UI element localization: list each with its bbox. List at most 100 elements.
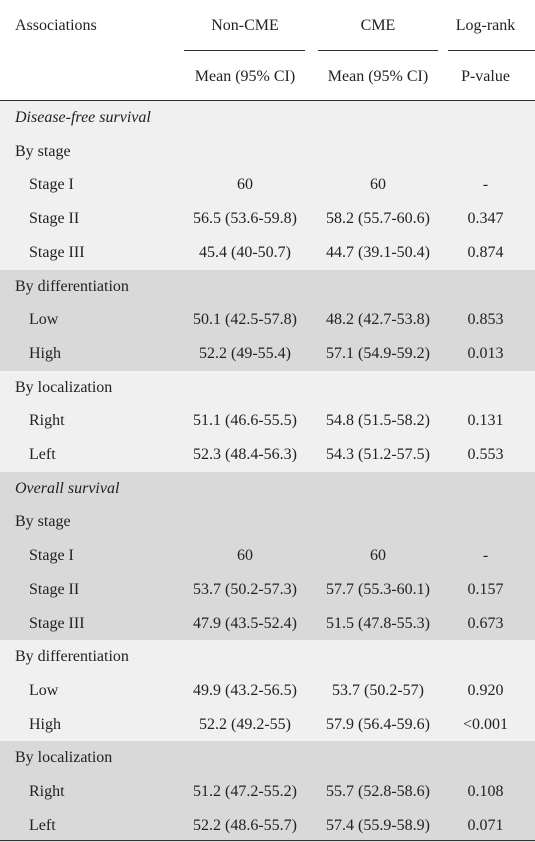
p-value: 0.013: [467, 344, 504, 362]
table-row: Stage II 53.7 (50.2-57.3) 57.7 (55.3-60.1)…: [0, 573, 535, 607]
table-row: Stage III 47.9 (43.5-52.4) 51.5 (47.8-55.3…: [0, 607, 535, 641]
cme-value: 57.1 (54.9-59.2): [326, 344, 430, 362]
cme-value: 48.2 (42.7-53.8): [326, 311, 430, 329]
header-cme-rule: [318, 50, 438, 51]
row-label: Stage I: [29, 176, 74, 194]
row-band: [0, 741, 535, 842]
p-value: 0.347: [467, 210, 504, 228]
row-label: By differentiation: [15, 277, 129, 295]
group-row-by-differentiation: By differentiation: [0, 640, 535, 674]
cme-value: 57.9 (56.4-59.6): [326, 715, 430, 733]
table-row: Stage I 60 60 -: [0, 168, 535, 202]
p-value: 0.071: [467, 816, 504, 834]
row-label: Overall survival: [15, 479, 120, 497]
p-value: 0.874: [467, 243, 504, 261]
row-label: Left: [29, 446, 56, 463]
row-label: Stage III: [29, 243, 85, 261]
table-row: High 52.2 (49.2-55) 57.9 (56.4-59.6) <0.001: [0, 708, 535, 742]
noncme-value: 52.2 (49-55.4): [199, 344, 291, 362]
table-row: Right 51.1 (46.6-55.5) 54.8 (51.5-58.2) 0.1…: [0, 404, 535, 438]
noncme-value: 50.1 (42.5-57.8): [193, 311, 297, 329]
header-cme: CME: [360, 17, 396, 34]
table-row: Left 52.3 (48.4-56.3) 54.3 (51.2-57.5) 0.55…: [0, 438, 535, 472]
subheader-cme: Mean (95% CI): [327, 68, 429, 85]
table-header: Associations Non-CME CME Log-rank Mean (…: [0, 0, 535, 100]
cme-value: 60: [370, 176, 386, 194]
cme-value: 54.3 (51.2-57.5): [326, 446, 430, 463]
p-value: <0.001: [462, 715, 509, 733]
group-row-by-localization: By localization: [0, 371, 535, 405]
noncme-value: 53.7 (50.2-57.3): [193, 580, 297, 598]
noncme-value: 49.9 (43.2-56.5): [193, 681, 297, 699]
cme-value: 44.7 (39.1-50.4): [326, 243, 430, 261]
noncme-value: 45.4 (40-50.7): [199, 243, 291, 261]
section-row-disease-free-survival: Disease-free survival: [0, 101, 535, 135]
group-row-by-stage: By stage: [0, 135, 535, 169]
row-label: Right: [29, 783, 65, 800]
p-value: -: [482, 176, 489, 194]
row-label: Right: [29, 412, 65, 430]
table-row: Right 51.2 (47.2-55.2) 55.7 (52.8-58.6) 0.1…: [0, 775, 535, 809]
p-value: -: [482, 547, 489, 565]
row-label: High: [29, 715, 61, 733]
row-band: [0, 370, 535, 472]
row-label: Stage II: [29, 210, 80, 228]
row-label: Left: [29, 816, 56, 834]
noncme-value: 52.2 (49.2-55): [199, 715, 291, 733]
table-row: Stage I 60 60 -: [0, 539, 535, 573]
p-value: 0.920: [467, 681, 504, 699]
header-logrank: Log-rank: [455, 17, 516, 34]
noncme-value: 60: [237, 176, 253, 194]
row-label: High: [29, 344, 61, 362]
row-label: Low: [29, 311, 59, 329]
p-value: 0.673: [467, 614, 504, 632]
noncme-value: 56.5 (53.6-59.8): [193, 210, 297, 228]
row-label: By stage: [15, 513, 71, 531]
bottom-rule: [0, 840, 535, 841]
table-row: Low 50.1 (42.5-57.8) 48.2 (42.7-53.8) 0.853: [0, 303, 535, 337]
cme-value: 57.4 (55.9-58.9): [326, 816, 430, 834]
header-divider: [0, 100, 535, 101]
row-label: Disease-free survival: [15, 109, 151, 126]
p-value: 0.108: [467, 783, 504, 800]
noncme-value: 52.2 (48.6-55.7): [193, 816, 297, 834]
row-band: [0, 471, 535, 641]
row-label: By localization: [15, 749, 113, 767]
cme-value: 58.2 (55.7-60.6): [326, 210, 430, 228]
subheader-noncme: Mean (95% CI): [194, 68, 296, 85]
row-label: By differentiation: [15, 648, 129, 666]
noncme-value: 51.1 (46.6-55.5): [193, 412, 297, 430]
cme-value: 53.7 (50.2-57): [332, 681, 424, 699]
subheader-logrank: P-value: [461, 68, 510, 85]
table-row: Stage II 56.5 (53.6-59.8) 58.2 (55.7-60.6)…: [0, 202, 535, 236]
row-label: Stage II: [29, 580, 80, 598]
table-row: Left 52.2 (48.6-55.7) 57.4 (55.9-58.9) 0.07…: [0, 809, 535, 842]
group-row-by-differentiation: By differentiation: [0, 270, 535, 304]
cme-value: 54.8 (51.5-58.2): [326, 412, 430, 430]
noncme-value: 47.9 (43.5-52.4): [193, 614, 297, 632]
table-row: Low 49.9 (43.2-56.5) 53.7 (50.2-57) 0.920: [0, 674, 535, 708]
header-noncme-rule: [184, 50, 305, 51]
p-value: 0.131: [467, 412, 504, 430]
noncme-value: 51.2 (47.2-55.2): [193, 783, 297, 800]
cme-value: 51.5 (47.8-55.3): [326, 614, 430, 632]
section-row-overall-survival: Overall survival: [0, 472, 535, 506]
group-row-by-stage: By stage: [0, 505, 535, 539]
group-row-by-localization: By localization: [0, 741, 535, 775]
row-label: Low: [29, 681, 59, 699]
row-band: [0, 269, 535, 371]
p-value: 0.853: [467, 311, 504, 329]
row-label: Stage III: [29, 614, 85, 632]
row-label: By localization: [15, 378, 113, 396]
row-label: By stage: [15, 142, 71, 160]
row-label: Stage I: [29, 547, 74, 565]
row-band: [0, 640, 535, 742]
header-associations: Associations: [15, 17, 97, 34]
cme-value: 57.7 (55.3-60.1): [326, 580, 430, 598]
header-logrank-rule: [448, 50, 535, 51]
table-row: High 52.2 (49-55.4) 57.1 (54.9-59.2) 0.013: [0, 337, 535, 371]
cme-value: 55.7 (52.8-58.6): [326, 783, 430, 800]
noncme-value: 60: [237, 547, 253, 565]
cme-value: 60: [370, 547, 386, 565]
